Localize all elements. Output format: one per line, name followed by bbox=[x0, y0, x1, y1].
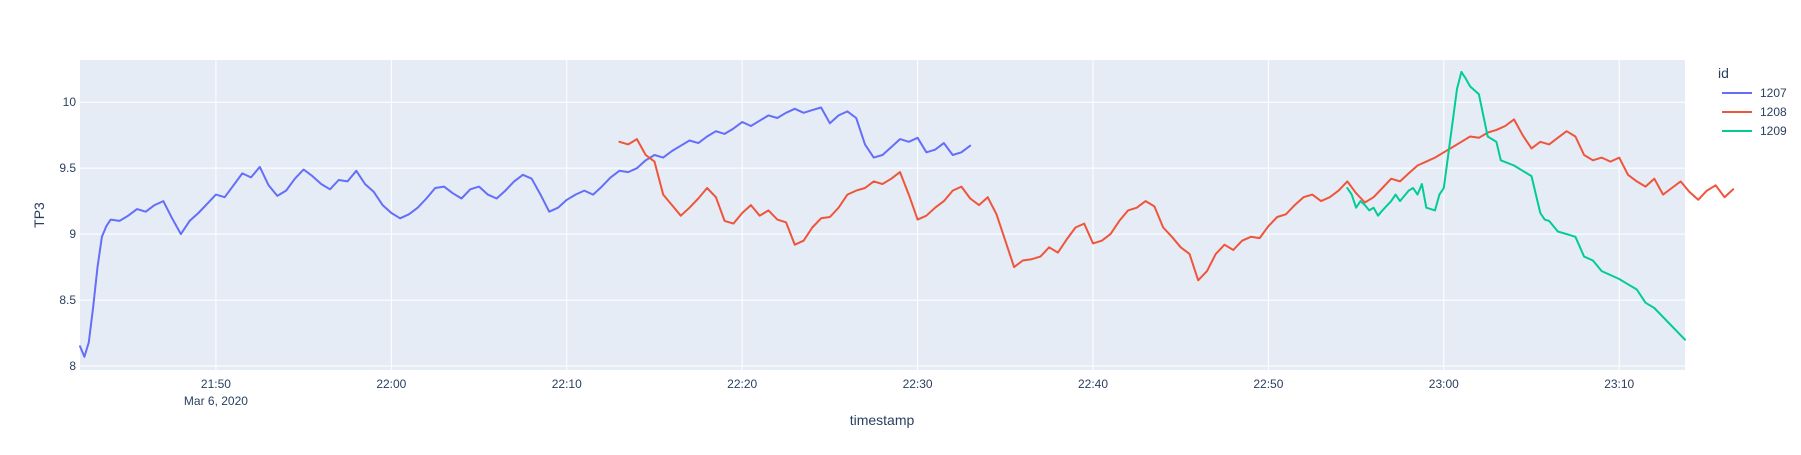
y-tick-label: 8.5 bbox=[59, 293, 76, 307]
series-line-1207 bbox=[79, 106, 972, 358]
tick-layer: 8 8.5 9 9.5 10 21:50 Mar 6, 2020 22:00 22:10 22:2… bbox=[59, 95, 1634, 408]
y-axis-label: TP3 bbox=[31, 202, 47, 228]
x-tick-label: 22:20 bbox=[727, 377, 757, 391]
legend-label-1208: 1208 bbox=[1760, 105, 1787, 119]
series-line-1209 bbox=[1346, 70, 1686, 341]
series-layer bbox=[79, 70, 1735, 358]
series-line-1208 bbox=[618, 118, 1735, 282]
legend-title: id bbox=[1718, 65, 1729, 81]
x-tick-label: 22:00 bbox=[376, 377, 406, 391]
y-tick-label: 8 bbox=[69, 359, 76, 373]
y-tick-label: 10 bbox=[63, 95, 77, 109]
x-tick-label: 22:50 bbox=[1253, 377, 1283, 391]
x-tick-label: 22:10 bbox=[552, 377, 582, 391]
legend-label-1207: 1207 bbox=[1760, 86, 1787, 100]
grid-layer bbox=[80, 60, 1685, 370]
x-tick-label: 23:00 bbox=[1429, 377, 1459, 391]
x-tick-sublabel: Mar 6, 2020 bbox=[184, 394, 248, 408]
x-tick-label: 23:10 bbox=[1604, 377, 1634, 391]
plot-background bbox=[80, 60, 1685, 370]
x-tick-label: 22:30 bbox=[903, 377, 933, 391]
y-tick-label: 9.5 bbox=[59, 161, 76, 175]
x-tick-label: 22:40 bbox=[1078, 377, 1108, 391]
x-axis-label: timestamp bbox=[850, 412, 915, 428]
legend-label-1209: 1209 bbox=[1760, 124, 1787, 138]
x-tick-label: 21:50 bbox=[201, 377, 231, 391]
legend: id 1207 1208 1209 bbox=[1718, 65, 1787, 138]
y-tick-label: 9 bbox=[69, 227, 76, 241]
